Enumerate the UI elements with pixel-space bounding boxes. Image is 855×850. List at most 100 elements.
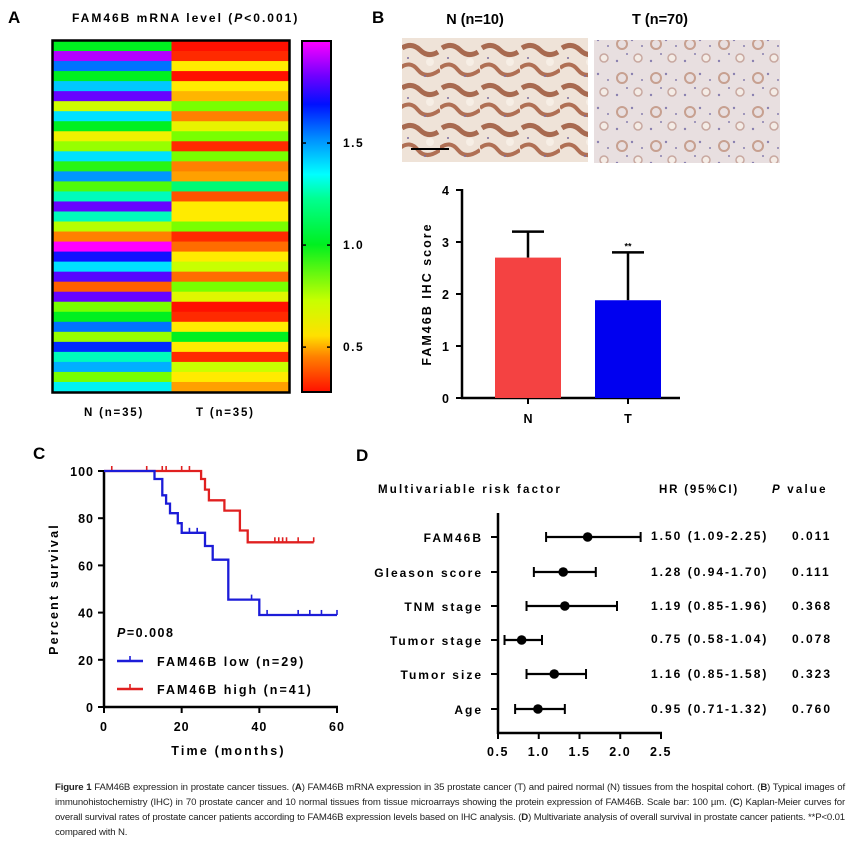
x-axis-label: Time (months) [171, 744, 285, 758]
y-axis-label: Percent survival [47, 523, 61, 655]
header-p-value: P value [772, 484, 828, 496]
p-value-text: 0.111 [792, 565, 831, 579]
hr-point [533, 704, 543, 714]
heatmap-cell-t [171, 51, 291, 62]
heatmap-cell-n [53, 71, 172, 82]
factor-label: Tumor size [401, 668, 483, 682]
heatmap-cell-t [171, 291, 291, 303]
y-tick-label: 60 [78, 559, 94, 573]
hr-point [558, 567, 568, 577]
x-tick-label: 0.5 [487, 745, 509, 759]
y-tick-label: 3 [442, 236, 449, 250]
heatmap-cell-n [53, 61, 172, 72]
caption-body: FAM46B expression in prostate cancer tis… [55, 782, 845, 838]
x-tick-label: 1.5 [569, 745, 591, 759]
image-title-tumor: T (n=70) [632, 12, 688, 28]
heatmap-cell-n [53, 351, 172, 363]
heatmap-cell-n [53, 321, 172, 333]
ihc-image-normal [402, 38, 588, 162]
hr-ci-text: 1.16 (0.85-1.58) [651, 667, 768, 681]
p-value-text: 0.760 [792, 702, 832, 716]
factor-label: Tumor stage [390, 634, 483, 648]
hr-point [549, 669, 560, 679]
heatmap-cell-n [53, 41, 172, 52]
heatmap-cell-t [171, 341, 291, 353]
heatmap-cell-n [53, 201, 172, 212]
heatmap-cell-n [53, 371, 172, 383]
legend-label: FAM46B high (n=41) [157, 683, 313, 697]
heatmap-cell-n [53, 111, 172, 122]
caption-segment: ) Kaplan-Meier curves for overall surviv… [55, 797, 846, 823]
heatmap-cell-t [171, 271, 291, 283]
heatmap-cell-n [53, 361, 172, 373]
x-tick-label: 2.0 [609, 745, 631, 759]
bar-n [495, 257, 561, 398]
header-hr: HR (95%CI) [659, 484, 739, 496]
heatmap-cell-n [53, 381, 172, 393]
heatmap-cell-t [171, 101, 291, 112]
heatmap-cell-n [53, 141, 172, 152]
y-axis-label: FAM46B IHC score [420, 222, 434, 365]
figure-caption: Figure 1 FAM46B expression in prostate c… [55, 780, 845, 840]
x-tick-label: 20 [174, 720, 190, 734]
heatmap-cell-n [53, 91, 172, 102]
bar-chart: 0 1 2 3 4 FAM46B IHC score N T ** [420, 184, 680, 426]
colorbar-tick-label: 0.5 [343, 340, 364, 354]
heatmap-cell-n [53, 241, 172, 252]
hr-point [582, 532, 593, 542]
heatmap-cell-n [53, 51, 172, 62]
caption-segment: A [294, 782, 302, 793]
figure-canvas: A FAM46B mRNA level (P<0.001) N (n=35) T… [8, 8, 832, 759]
colorbar-ticks: 0.5 1.0 1.5 [301, 136, 364, 354]
y-tick-label: 0 [86, 701, 94, 715]
heatmap-cell-t [171, 161, 291, 172]
p-value-text: 0.323 [792, 667, 832, 681]
hr-ci-text: 1.28 (0.94-1.70) [651, 565, 768, 579]
heatmap-cell-t [171, 111, 291, 122]
km-curve-high [104, 469, 314, 544]
heatmap-cell-t [171, 61, 291, 72]
heatmap-cell-t [171, 191, 291, 202]
heatmap-cell-n [53, 251, 172, 263]
heatmap-cell-t [171, 321, 291, 333]
hr-ci-text: 1.50 (1.09-2.25) [651, 529, 768, 543]
hr-ci-text: 1.19 (0.85-1.96) [651, 599, 768, 613]
significance-marker: ** [624, 241, 632, 251]
x-tick-label: 60 [329, 720, 345, 734]
legend-label: FAM46B low (n=29) [157, 655, 305, 669]
caption-segment: C [732, 797, 740, 808]
p-value-text: 0.368 [792, 599, 832, 613]
x-tick-label: 2.5 [650, 745, 672, 759]
panel-a-label: A [8, 8, 20, 27]
heatmap-cell-t [171, 381, 291, 393]
heatmap-cell-t [171, 91, 291, 102]
caption-segment: FAM46B expression in prostate cancer tis… [91, 782, 295, 793]
heatmap-cell-t [171, 81, 291, 92]
y-tick-label: 2 [442, 288, 449, 302]
heatmap-cell-n [53, 231, 172, 242]
heatmap-cell-t [171, 261, 291, 273]
heatmap-cell-n [53, 211, 172, 222]
panel-b-label: B [372, 8, 384, 27]
heatmap-cell-t [171, 251, 291, 263]
heatmap-cell-n [53, 311, 172, 323]
heatmap-cell-t [171, 361, 291, 373]
y-tick-label: 0 [442, 392, 449, 406]
caption-segment: ) FAM46B mRNA expression in 35 prostate … [301, 782, 761, 793]
heatmap [53, 41, 291, 393]
heatmap-title: FAM46B mRNA level (P<0.001) [72, 11, 299, 25]
heatmap-frame [51, 39, 291, 394]
hr-ci-text: 0.75 (0.58-1.04) [651, 632, 768, 646]
heatmap-cell-n [53, 291, 172, 303]
factor-label: TNM stage [404, 600, 483, 614]
x-tick-label: 40 [251, 720, 267, 734]
heatmap-cell-n [53, 121, 172, 132]
heatmap-cell-n [53, 181, 172, 192]
heatmap-cell-n [53, 221, 172, 232]
hr-ci-text: 0.95 (0.71-1.32) [651, 702, 768, 716]
caption-segment: ) Multivariate analysis of overall survi… [55, 812, 845, 838]
heatmap-cell-n [53, 191, 172, 202]
panel-d-label: D [356, 446, 368, 465]
p-value-annotation: P=0.008 [117, 626, 174, 640]
heatmap-column-label-n: N (n=35) [84, 407, 144, 419]
